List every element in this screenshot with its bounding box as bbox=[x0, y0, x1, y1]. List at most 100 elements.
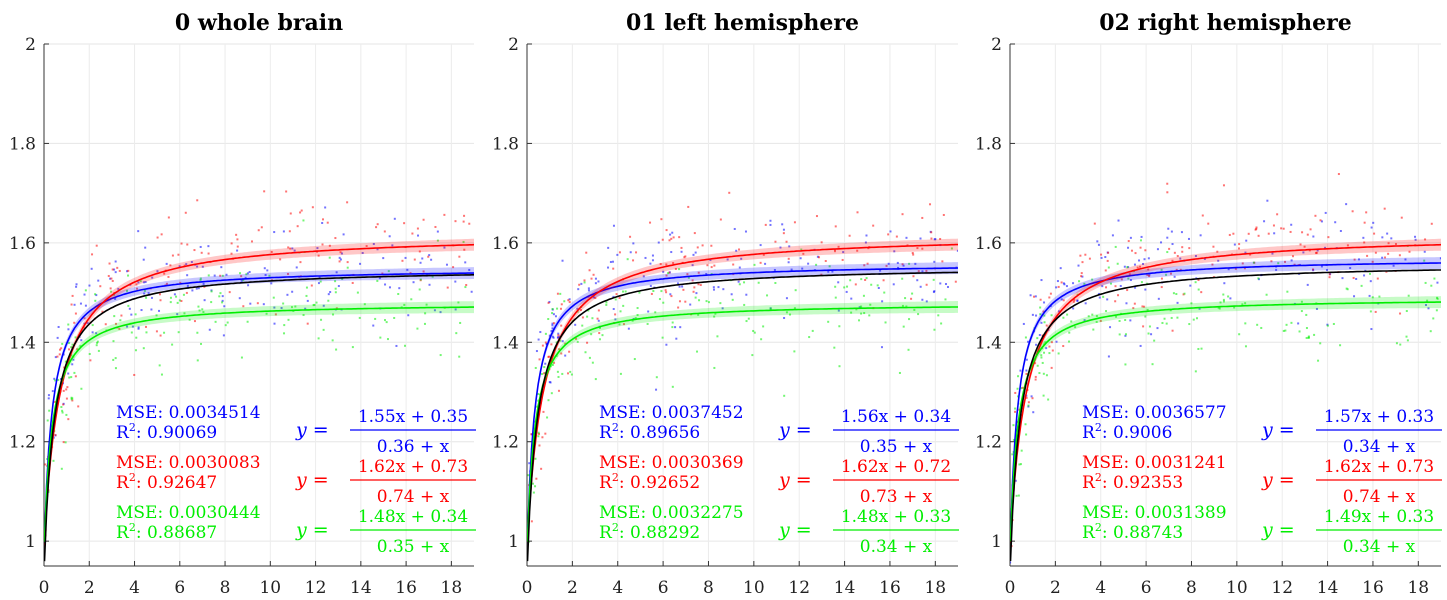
data-point bbox=[188, 318, 191, 321]
data-point bbox=[319, 280, 322, 283]
data-point bbox=[1282, 227, 1285, 230]
data-point bbox=[868, 314, 871, 317]
data-point bbox=[925, 269, 928, 272]
data-point bbox=[850, 311, 853, 314]
data-point bbox=[699, 284, 702, 287]
data-point bbox=[537, 399, 540, 402]
data-point bbox=[117, 287, 120, 290]
data-point bbox=[86, 321, 89, 324]
data-point bbox=[151, 276, 154, 279]
data-point bbox=[1056, 280, 1059, 283]
y-tick-label: 1 bbox=[508, 532, 519, 552]
data-point bbox=[914, 262, 917, 265]
equation-numerator: 1.62x + 0.73 bbox=[1324, 457, 1434, 477]
data-point bbox=[1175, 293, 1178, 296]
data-point bbox=[1038, 372, 1041, 375]
data-point bbox=[1055, 286, 1058, 289]
data-point bbox=[692, 290, 695, 293]
data-point bbox=[180, 242, 183, 245]
data-point bbox=[1146, 273, 1149, 276]
data-point bbox=[682, 288, 685, 291]
data-point bbox=[198, 309, 201, 312]
data-point bbox=[1042, 394, 1045, 397]
data-point bbox=[811, 329, 814, 332]
data-point bbox=[540, 467, 543, 470]
r2-symbol: R bbox=[599, 423, 613, 443]
data-point bbox=[1036, 337, 1039, 340]
x-tick-label: 14 bbox=[350, 578, 372, 598]
data-point bbox=[1017, 395, 1020, 398]
data-point bbox=[783, 394, 786, 397]
data-point bbox=[665, 274, 668, 277]
data-point bbox=[921, 270, 924, 273]
data-point bbox=[694, 296, 697, 299]
data-point bbox=[1398, 254, 1401, 257]
data-point bbox=[110, 277, 113, 280]
data-point bbox=[560, 303, 563, 306]
data-point bbox=[454, 280, 457, 283]
data-point bbox=[882, 279, 885, 282]
data-point bbox=[1256, 323, 1259, 326]
data-point bbox=[126, 289, 129, 292]
data-point bbox=[401, 259, 404, 262]
data-point bbox=[1229, 297, 1232, 300]
data-point bbox=[1078, 280, 1081, 283]
data-point bbox=[843, 286, 846, 289]
data-point bbox=[1050, 341, 1053, 344]
data-point bbox=[155, 314, 158, 317]
data-point bbox=[887, 262, 890, 265]
data-point bbox=[273, 231, 276, 234]
data-point bbox=[242, 305, 245, 308]
data-point bbox=[879, 269, 882, 272]
data-point bbox=[245, 273, 248, 276]
data-point bbox=[1272, 224, 1275, 227]
data-point bbox=[883, 291, 886, 294]
data-point bbox=[1130, 249, 1133, 252]
data-point bbox=[1100, 256, 1103, 259]
data-point bbox=[202, 311, 205, 314]
data-point bbox=[583, 281, 586, 284]
data-point bbox=[113, 293, 116, 296]
data-point bbox=[1150, 333, 1153, 336]
data-point bbox=[320, 318, 323, 321]
data-point bbox=[1247, 232, 1250, 235]
data-point bbox=[1012, 424, 1015, 427]
data-point bbox=[1426, 299, 1429, 302]
data-point bbox=[919, 285, 922, 288]
data-point bbox=[404, 256, 407, 259]
data-point bbox=[70, 303, 73, 306]
data-point bbox=[907, 348, 910, 351]
data-point bbox=[1317, 359, 1320, 362]
data-point bbox=[1291, 255, 1294, 258]
data-point bbox=[244, 276, 247, 279]
equation-denominator: 0.36 + x bbox=[377, 437, 450, 457]
chart-title: 0 whole brain bbox=[175, 10, 343, 36]
data-point bbox=[855, 308, 858, 311]
data-point bbox=[462, 240, 465, 243]
equation-2: y = 1.48x + 0.33 0.34 + x bbox=[778, 507, 959, 557]
data-point bbox=[140, 309, 143, 312]
data-point bbox=[1233, 243, 1236, 246]
data-point bbox=[1014, 479, 1017, 482]
data-point bbox=[419, 278, 422, 281]
data-point bbox=[1100, 253, 1103, 256]
data-point bbox=[1109, 282, 1112, 285]
data-point bbox=[270, 250, 273, 253]
data-point bbox=[1072, 282, 1075, 285]
data-point bbox=[594, 297, 597, 300]
data-point bbox=[757, 281, 760, 284]
data-point bbox=[747, 317, 750, 320]
data-point bbox=[1298, 330, 1301, 333]
data-point bbox=[901, 213, 904, 216]
data-point bbox=[316, 247, 319, 250]
data-point bbox=[1352, 276, 1355, 279]
data-point bbox=[735, 249, 738, 252]
equation-1: y = 1.62x + 0.73 0.74 + x bbox=[295, 457, 476, 507]
data-point bbox=[1081, 275, 1084, 278]
data-point bbox=[431, 275, 434, 278]
data-point bbox=[827, 320, 830, 323]
data-point bbox=[911, 251, 914, 254]
data-point bbox=[1313, 333, 1316, 336]
data-point bbox=[1144, 288, 1147, 291]
data-point bbox=[1171, 259, 1174, 262]
